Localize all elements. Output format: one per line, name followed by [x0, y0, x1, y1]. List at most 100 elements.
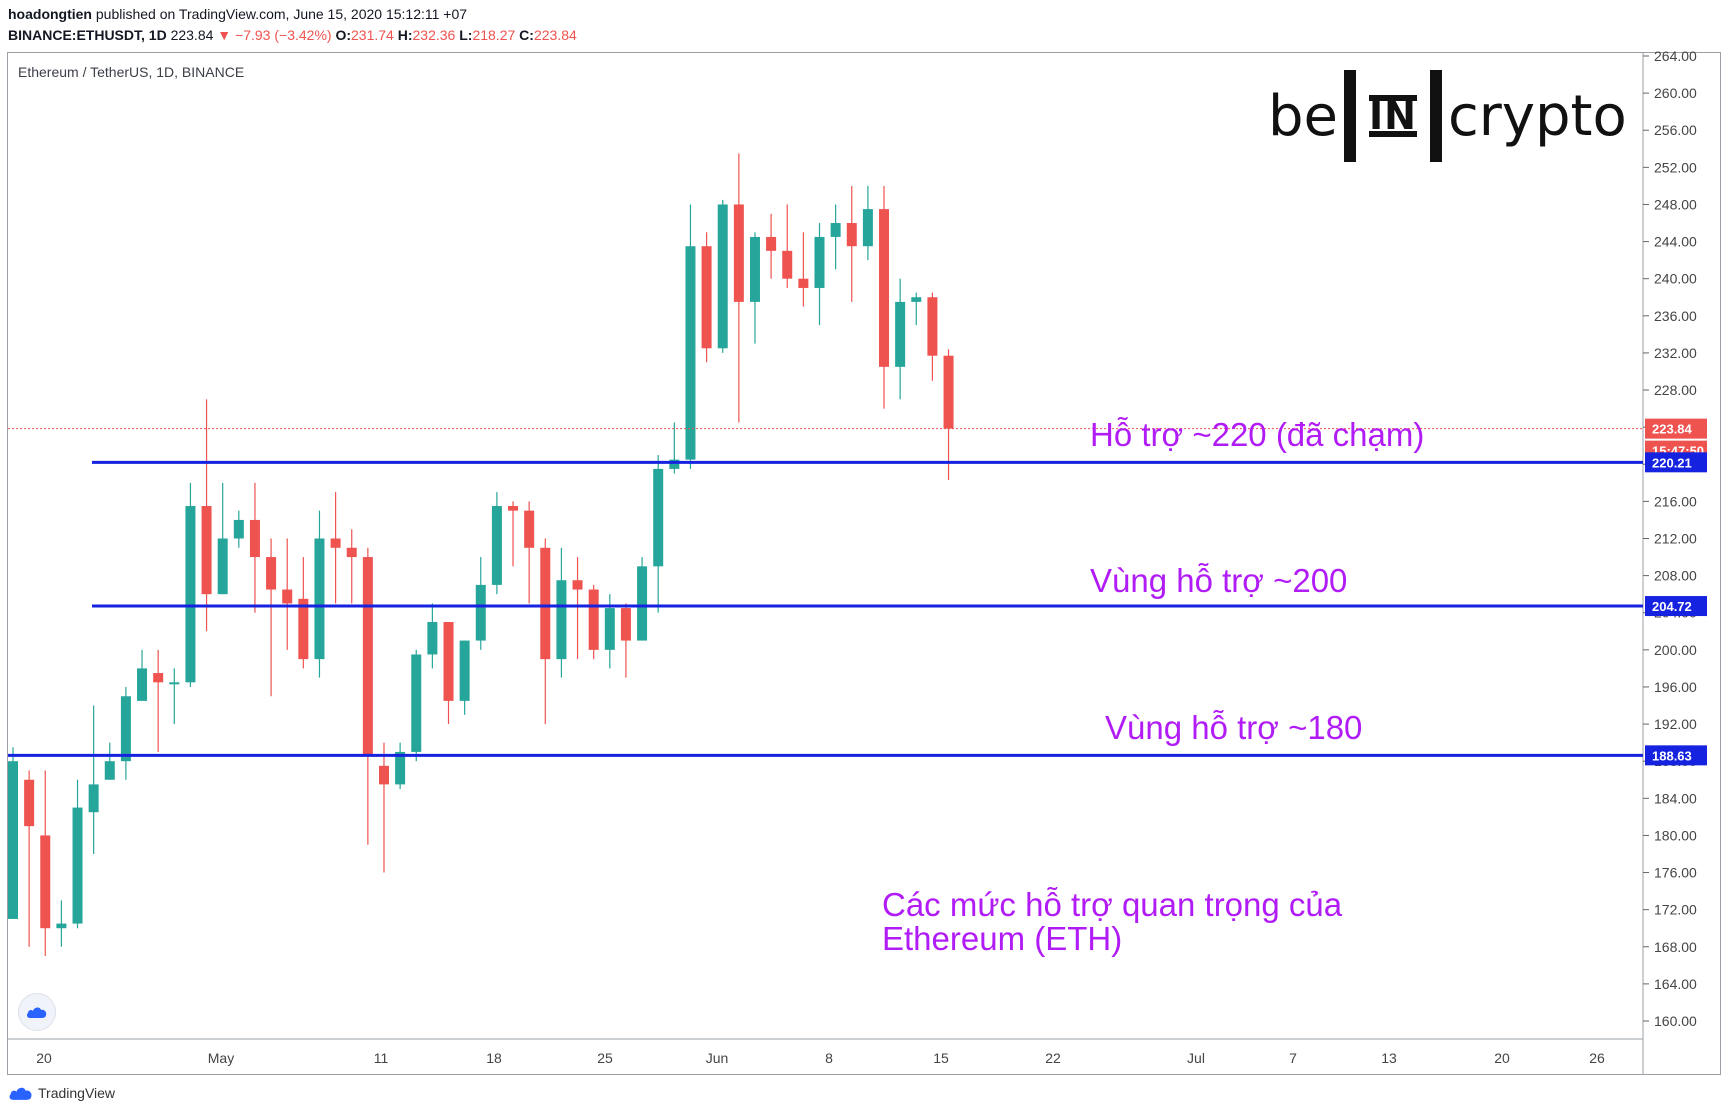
last-price-tag: 223.84: [1652, 422, 1693, 437]
candle-body: [266, 557, 277, 590]
y-tick-label: 256.00: [1654, 122, 1697, 138]
candle-body: [846, 223, 857, 247]
beincrypto-logo: be IN crypto: [1268, 66, 1627, 166]
candle-body: [185, 506, 196, 683]
candle: [411, 649, 422, 762]
y-tick-label: 260.00: [1654, 85, 1697, 101]
candle-body: [217, 538, 228, 595]
y-tick-label: 176.00: [1654, 865, 1697, 881]
y-tick-label: 184.00: [1654, 790, 1697, 806]
candle-body: [830, 223, 841, 237]
candle-body: [733, 204, 744, 302]
candle: [282, 538, 293, 650]
y-tick-label: 216.00: [1654, 493, 1697, 509]
chart-frame[interactable]: [7, 52, 1721, 1075]
candle-body: [346, 547, 357, 558]
candle: [572, 557, 583, 660]
support-tag-204-bg: [1645, 596, 1707, 617]
candle-body: [427, 622, 438, 655]
candle-body: [443, 622, 454, 701]
candle-body: [24, 779, 35, 827]
y-tick-label: 196.00: [1654, 679, 1697, 695]
candle-body: [540, 547, 551, 660]
support-tag-188-bg: [1645, 745, 1707, 766]
candle: [830, 204, 841, 270]
x-tick-label: 18: [486, 1050, 502, 1066]
candle-body: [411, 654, 422, 752]
x-tick-label: 7: [1289, 1050, 1297, 1066]
candle-body: [604, 608, 615, 650]
x-tick-label: 25: [597, 1050, 613, 1066]
logo-text-crypto: crypto: [1448, 83, 1627, 149]
support-tag-188: 188.63: [1652, 748, 1692, 763]
footer-brand[interactable]: TradingView: [38, 1085, 116, 1101]
y-tick-label: 244.00: [1654, 234, 1697, 250]
candle-body: [120, 696, 131, 762]
candle-body: [475, 584, 486, 641]
candle: [56, 900, 67, 947]
candle: [749, 232, 760, 344]
candle-body: [330, 538, 341, 548]
candle-body: [749, 236, 760, 302]
candle: [508, 501, 519, 567]
candle: [137, 649, 148, 701]
candle: [669, 422, 680, 474]
x-axis: 20 May 11 18 25 Jun 8 15 22 Jul 7 13 20 26: [36, 1050, 1605, 1066]
candle: [169, 668, 180, 725]
support-tag-204: 204.72: [1652, 599, 1692, 614]
footer: TradingView: [8, 1085, 115, 1101]
open-label: O:: [335, 27, 352, 43]
close-value: 223.84: [533, 27, 577, 43]
x-tick-label: 20: [36, 1050, 52, 1066]
y-tick-label: 232.00: [1654, 345, 1697, 361]
candle: [540, 538, 551, 725]
support-tag-220: 220.21: [1652, 455, 1692, 470]
candle-body: [314, 538, 325, 660]
candle: [766, 213, 777, 279]
y-tick-label: 228.00: [1654, 382, 1697, 398]
candle-body: [459, 640, 470, 701]
high-label: H:: [397, 27, 413, 43]
candle-body: [56, 923, 67, 929]
y-tick-label: 236.00: [1654, 308, 1697, 324]
candle-body: [201, 506, 212, 595]
candle: [120, 686, 131, 780]
candle-body: [637, 566, 648, 641]
candle-body: [588, 589, 599, 650]
candle: [653, 454, 664, 613]
price-change: ▼ −7.93 (−3.42%): [217, 27, 332, 43]
candle: [895, 278, 906, 400]
x-tick-label: 20: [1494, 1050, 1510, 1066]
candle-body: [362, 557, 373, 757]
close-label: C:: [519, 27, 534, 43]
high-value: 232.36: [412, 27, 456, 43]
candle-body: [572, 580, 583, 590]
ohlc-bar: BINANCE:ETHUSDT, 1D 223.84 ▼ −7.93 (−3.4…: [8, 27, 577, 43]
author-name[interactable]: hoadongtien: [8, 6, 92, 22]
candle: [40, 770, 51, 957]
candle: [717, 199, 728, 353]
candle: [927, 292, 938, 381]
candle-body: [40, 835, 51, 929]
candle-body: [8, 761, 18, 919]
annotation-title-line2: Ethereum (ETH): [882, 920, 1123, 957]
publish-date: published on TradingView.com, June 15, 2…: [95, 6, 468, 22]
x-tick-label: 13: [1381, 1050, 1397, 1066]
tradingview-button[interactable]: [18, 993, 56, 1031]
y-tick-label: 172.00: [1654, 902, 1697, 918]
candle-body: [72, 807, 83, 924]
x-tick-label: 26: [1589, 1050, 1605, 1066]
candle-body: [137, 668, 148, 701]
candle: [249, 482, 260, 613]
candle-body: [927, 297, 938, 356]
candle-body: [88, 784, 99, 813]
candle: [330, 492, 341, 604]
candle: [862, 185, 873, 261]
x-tick-label: Jul: [1187, 1050, 1205, 1066]
candle-body: [685, 246, 696, 460]
y-tick-label: 180.00: [1654, 827, 1697, 843]
y-tick-label: 248.00: [1654, 196, 1697, 212]
candle: [798, 232, 809, 307]
candle: [459, 640, 470, 715]
